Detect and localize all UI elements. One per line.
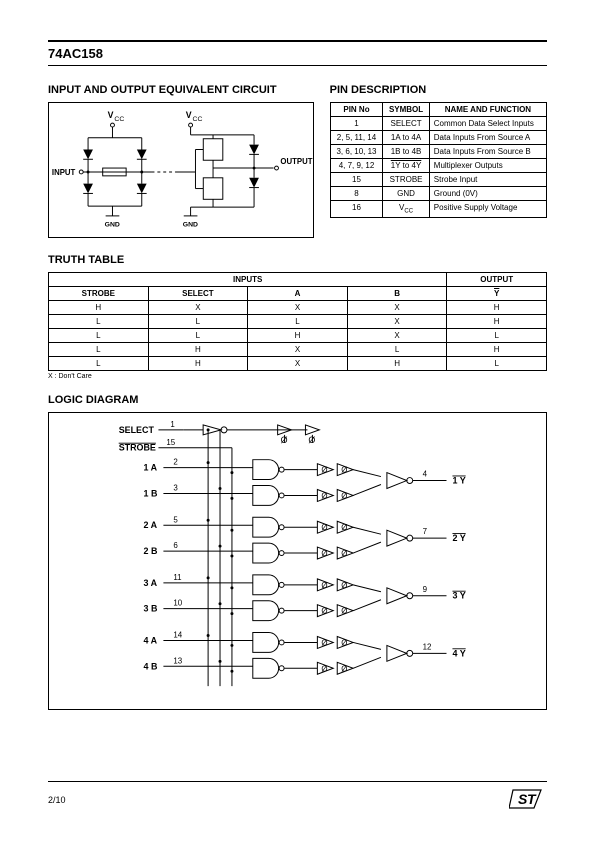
truth-table: INPUTS OUTPUT STROBE SELECT A B Y HXXXHL…	[48, 272, 547, 371]
svg-text:GND: GND	[105, 222, 120, 229]
tt-strobe: STROBE	[49, 287, 149, 301]
header-rule-2	[48, 65, 547, 66]
svg-text:6: 6	[173, 541, 178, 550]
table-row: LHXHL	[49, 357, 547, 371]
svg-text:Ø: Ø	[321, 638, 327, 647]
svg-text:2 Y: 2 Y	[452, 533, 465, 543]
svg-text:13: 13	[173, 656, 182, 665]
svg-text:2: 2	[173, 458, 178, 467]
svg-text:STROBE: STROBE	[119, 443, 156, 453]
st-logo: S T	[509, 788, 547, 812]
svg-text:4 B: 4 B	[144, 661, 158, 671]
table-row: 4, 7, 9, 121Y to 4YMultiplexer Outputs	[330, 159, 546, 173]
table-row: 8GNDGround (0V)	[330, 187, 546, 201]
svg-text:Ø: Ø	[321, 466, 327, 475]
svg-text:Ø: Ø	[341, 466, 347, 475]
svg-text:5: 5	[173, 515, 178, 524]
svg-text:Ø: Ø	[341, 638, 347, 647]
pin-description-table: PIN No SYMBOL NAME AND FUNCTION 1SELECTC…	[330, 102, 547, 218]
io-circuit-diagram: VCC INPUT	[48, 102, 314, 238]
svg-text:Ø: Ø	[321, 523, 327, 532]
table-row: 15STROBEStrobe Input	[330, 173, 546, 187]
table-row: LLLXH	[49, 315, 547, 329]
table-row: 16VCCPositive Supply Voltage	[330, 201, 546, 218]
logic-diagram: SELECT 1 Ø Ø STROBE 15 1 A 2 1 B 3 Ø Ø Ø Ø 4 1 Y 2 A 5 2 B…	[48, 412, 547, 710]
svg-text:1 B: 1 B	[144, 488, 158, 498]
svg-text:GND: GND	[183, 222, 198, 229]
svg-text:9: 9	[423, 585, 428, 594]
pin-desc-title: PIN DESCRIPTION	[330, 84, 547, 96]
footer-rule	[48, 781, 547, 782]
svg-text:Ø: Ø	[321, 664, 327, 673]
io-circuit-title: INPUT AND OUTPUT EQUIVALENT CIRCUIT	[48, 84, 314, 96]
table-row: 2, 5, 11, 141A to 4AData Inputs From Sou…	[330, 131, 546, 145]
svg-text:Ø: Ø	[321, 549, 327, 558]
svg-text:15: 15	[166, 438, 175, 447]
svg-text:Ø: Ø	[341, 549, 347, 558]
logic-diagram-title: LOGIC DIAGRAM	[48, 394, 547, 406]
svg-text:3 Y: 3 Y	[452, 591, 465, 601]
tt-b: B	[347, 287, 447, 301]
svg-text:Ø: Ø	[321, 491, 327, 500]
svg-text:CC: CC	[193, 116, 203, 123]
part-number: 74AC158	[48, 46, 547, 61]
svg-text:Ø: Ø	[341, 664, 347, 673]
svg-text:2 A: 2 A	[144, 520, 158, 530]
svg-text:V: V	[108, 110, 114, 120]
svg-text:1 Y: 1 Y	[452, 476, 465, 486]
svg-text:4: 4	[423, 470, 428, 479]
svg-text:V: V	[186, 110, 192, 120]
table-row: 1SELECTCommon Data Select Inputs	[330, 117, 546, 131]
svg-text:Ø: Ø	[321, 607, 327, 616]
svg-text:Ø: Ø	[341, 523, 347, 532]
tt-a: A	[248, 287, 348, 301]
svg-text:1 A: 1 A	[144, 463, 158, 473]
svg-text:Ø: Ø	[341, 607, 347, 616]
table-row: LHXLH	[49, 343, 547, 357]
tt-inputs-header: INPUTS	[49, 273, 447, 287]
pin-th-symbol: SYMBOL	[383, 103, 429, 117]
svg-text:Ø: Ø	[321, 581, 327, 590]
svg-text:INPUT: INPUT	[52, 168, 76, 177]
svg-text:2 B: 2 B	[144, 546, 158, 556]
tt-output-header: OUTPUT	[447, 273, 547, 287]
svg-text:7: 7	[423, 527, 428, 536]
svg-text:10: 10	[173, 599, 182, 608]
truth-table-title: TRUTH TABLE	[48, 254, 547, 266]
svg-text:T: T	[527, 791, 537, 807]
svg-text:11: 11	[173, 573, 182, 582]
svg-text:1: 1	[170, 420, 175, 429]
table-row: 3, 6, 10, 131B to 4BData Inputs From Sou…	[330, 145, 546, 159]
svg-text:12: 12	[423, 642, 432, 651]
svg-text:Ø: Ø	[341, 491, 347, 500]
truth-table-note: X : Don't Care	[48, 373, 547, 380]
svg-text:SELECT: SELECT	[119, 425, 155, 435]
svg-text:CC: CC	[114, 116, 124, 123]
svg-text:3 B: 3 B	[144, 604, 158, 614]
svg-text:4 Y: 4 Y	[452, 648, 465, 658]
svg-text:3: 3	[173, 483, 178, 492]
svg-text:Ø: Ø	[341, 581, 347, 590]
pin-th-pinno: PIN No	[330, 103, 383, 117]
svg-text:OUTPUT: OUTPUT	[280, 157, 312, 166]
table-row: LLHXL	[49, 329, 547, 343]
header-rule	[48, 40, 547, 42]
svg-text:14: 14	[173, 630, 182, 639]
pin-th-name: NAME AND FUNCTION	[429, 103, 546, 117]
tt-select: SELECT	[148, 287, 248, 301]
svg-text:3 A: 3 A	[144, 578, 158, 588]
table-row: HXXXH	[49, 301, 547, 315]
page-number: 2/10	[48, 795, 66, 805]
svg-text:4 A: 4 A	[144, 635, 158, 645]
tt-y: Y	[447, 287, 547, 301]
